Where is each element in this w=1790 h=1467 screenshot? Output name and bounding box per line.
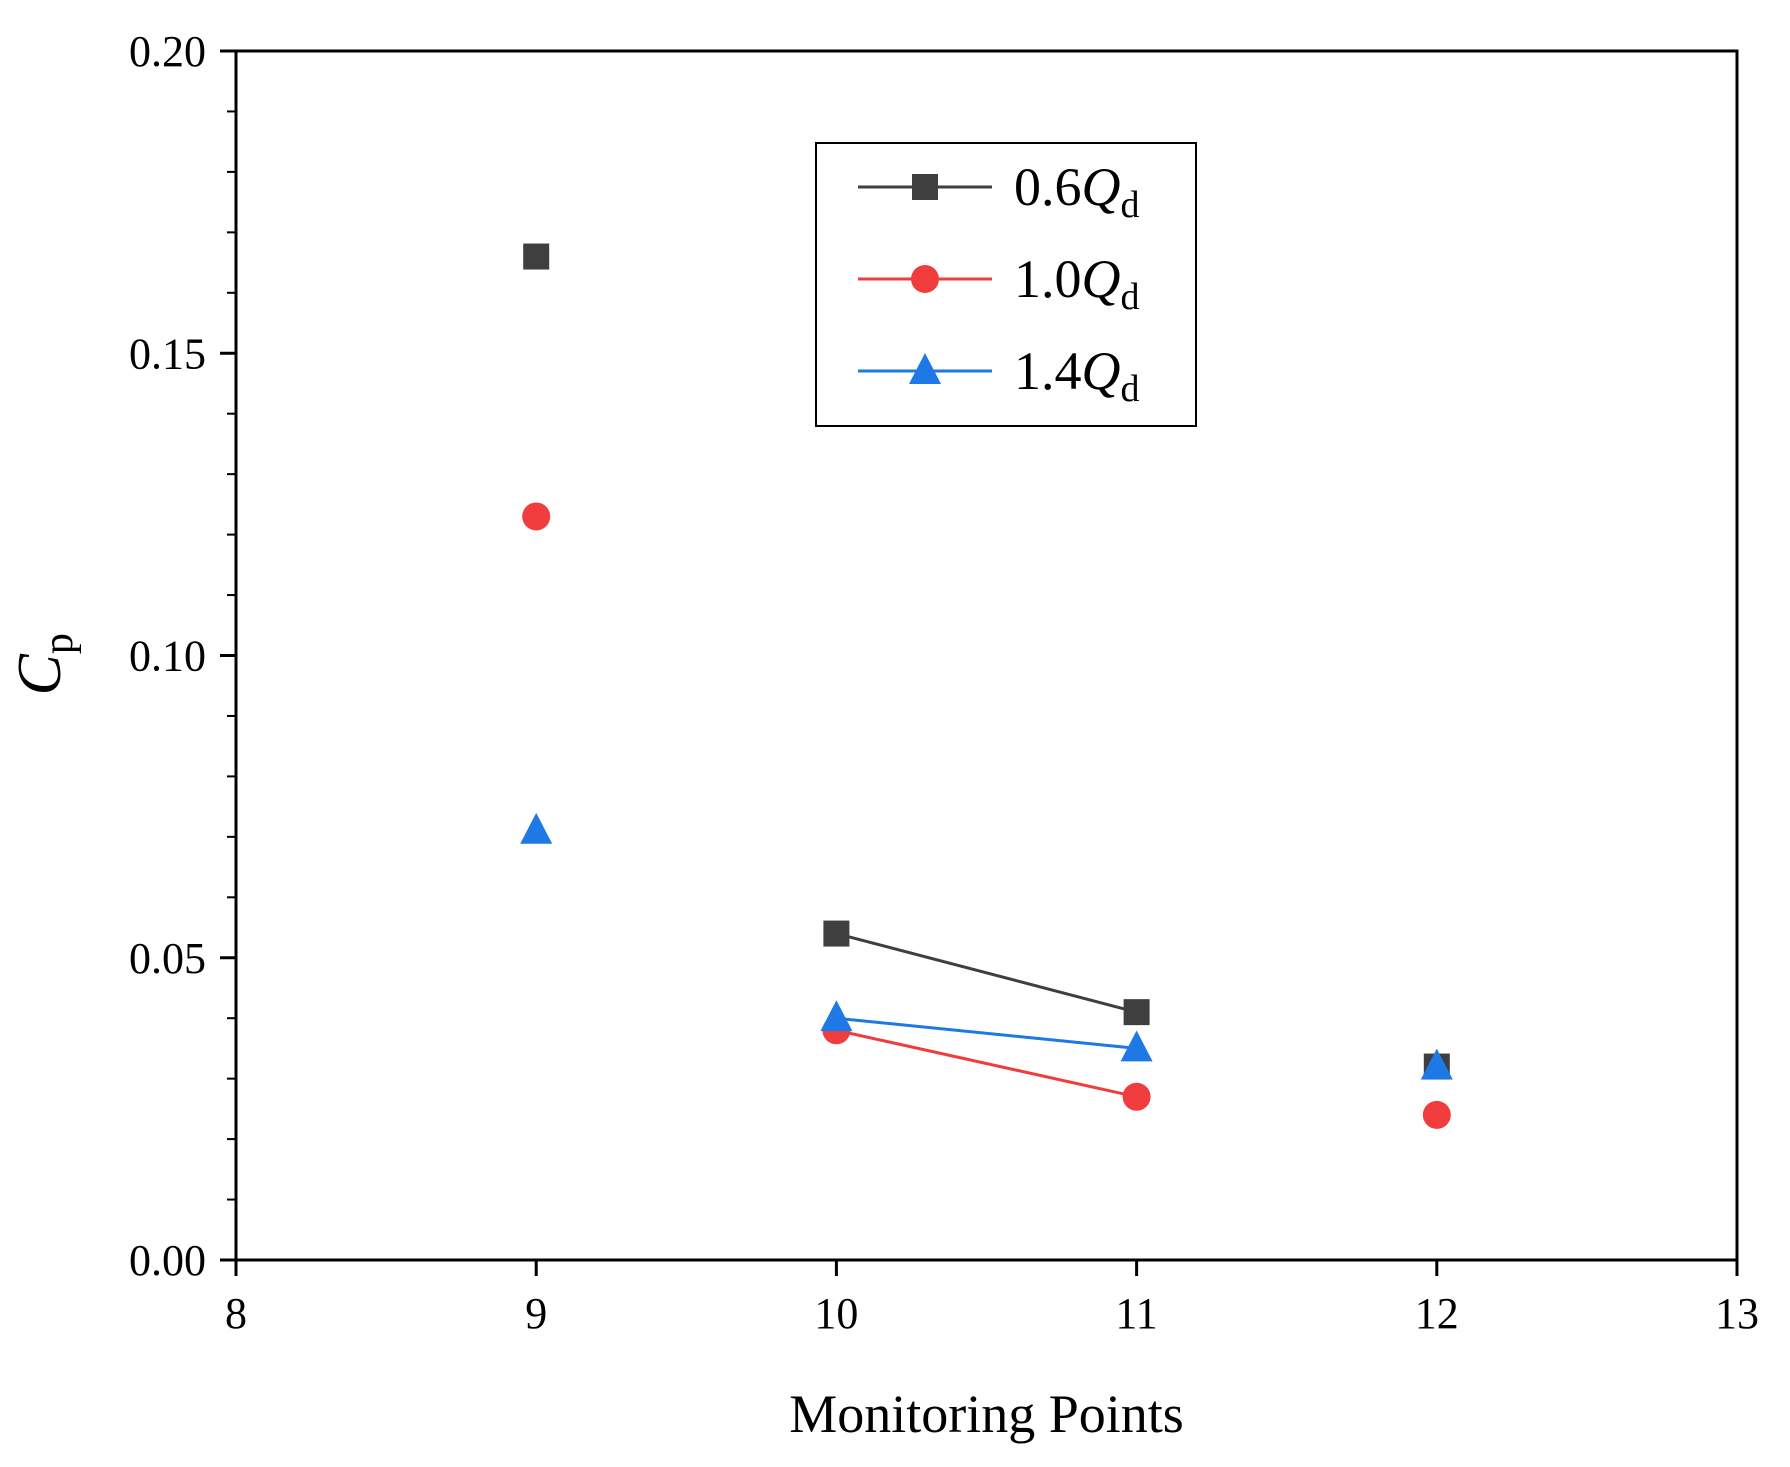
x-tick-label: 10	[814, 1289, 858, 1338]
series-line-0-6qd	[836, 932, 1137, 1014]
legend-label-prefix: 1.0	[1014, 249, 1082, 309]
x-axis-title: Monitoring Points	[789, 1384, 1184, 1444]
x-tick-label: 13	[1715, 1289, 1759, 1338]
data-point-1-4qd	[520, 812, 553, 844]
data-point-1-0qd	[522, 502, 551, 531]
data-point-1-4qd	[820, 1000, 853, 1032]
legend-label-sub: d	[1121, 184, 1140, 226]
y-tick-label: 0.15	[129, 329, 206, 378]
x-tick-label: 12	[1415, 1289, 1459, 1338]
data-point-1-4qd	[1420, 1048, 1453, 1080]
plot-frame	[234, 49, 1739, 1262]
legend-marker	[912, 174, 938, 200]
data-point-0-6qd	[523, 243, 550, 270]
legend-entry-0-6qd: 0.6Qd	[858, 157, 1140, 226]
legend-label-sub: d	[1121, 276, 1140, 318]
legend-label-prefix: 0.6	[1014, 157, 1082, 217]
data-point-0-6qd	[823, 920, 850, 947]
legend-label: 1.0Qd	[1014, 249, 1140, 318]
series-markers	[520, 243, 1453, 1129]
series-line-1-0qd	[836, 1028, 1137, 1099]
y-tick-label: 0.20	[129, 27, 206, 76]
x-tick-label: 9	[525, 1289, 547, 1338]
y-axis-title-sub: p	[36, 633, 82, 654]
y-tick-label: 0.10	[129, 632, 206, 681]
legend-entry-1-4qd: 1.4Qd	[858, 341, 1140, 410]
y-axis-title: Cp	[6, 633, 82, 695]
legend-label: 0.6Qd	[1014, 157, 1140, 226]
y-tick-label: 0.00	[129, 1236, 206, 1285]
x-tick-label: 11	[1115, 1289, 1157, 1338]
legend-marker	[911, 265, 939, 293]
data-point-1-4qd	[1120, 1030, 1153, 1062]
legend-label-var: Q	[1082, 249, 1121, 309]
series-lines	[836, 932, 1137, 1099]
x-tick-label: 8	[225, 1289, 247, 1338]
legend-label-prefix: 1.4	[1014, 341, 1082, 401]
ticks-layer: 8 9 10 11 12 13 0.00 0.05 0.10 0.15 0.20	[129, 27, 1759, 1338]
legend-marker	[909, 353, 941, 384]
data-point-1-0qd	[1422, 1100, 1451, 1129]
legend-label-sub: d	[1121, 368, 1140, 410]
legend-label-var: Q	[1082, 341, 1121, 401]
legend-entry-1-0qd: 1.0Qd	[858, 249, 1140, 318]
legend-label-var: Q	[1082, 157, 1121, 217]
y-axis-title-main: C	[6, 654, 74, 696]
data-point-0-6qd	[1123, 999, 1150, 1026]
series-line-1-4qd	[836, 1016, 1137, 1050]
legend-label: 1.4Qd	[1014, 341, 1140, 410]
legend-box	[815, 142, 1197, 427]
y-tick-label: 0.05	[129, 934, 206, 983]
data-point-1-0qd	[1122, 1082, 1151, 1111]
